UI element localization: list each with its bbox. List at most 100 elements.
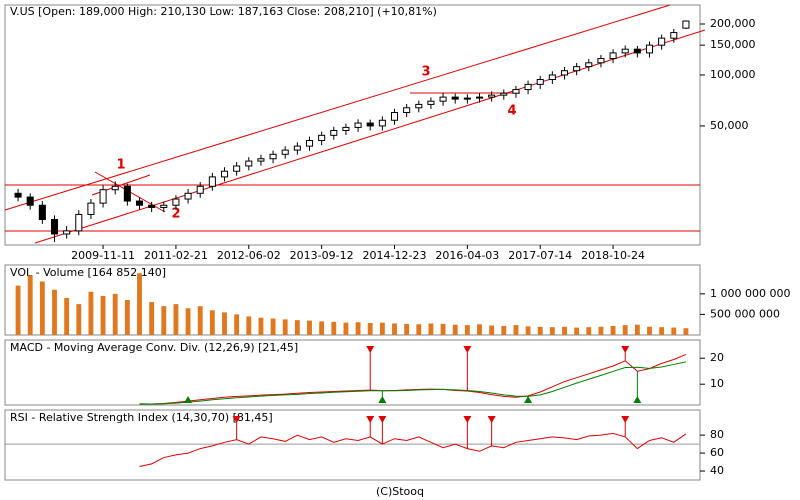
sell-signal [463,416,472,423]
volume-bar [209,310,215,335]
volume-bar [549,327,555,335]
candle-body [366,122,374,127]
candle-body [390,112,399,121]
y-tick-label: 500 000 000 [710,307,780,320]
candle-body [633,48,641,54]
volume-bar [39,281,45,335]
volume-panel [4,264,701,336]
candle-body [281,149,289,155]
volume-bar [464,325,470,335]
rsi-panel [4,409,701,481]
volume-bar [307,320,312,335]
volume-bar [537,326,543,335]
volume-bar [598,326,604,335]
candle-body [439,96,447,102]
candle-body [488,94,496,98]
annotation: 2 [171,207,180,222]
candle-body [50,219,59,235]
sell-signal [366,346,375,353]
sell-signal [378,416,387,423]
panel-title: V.US [Open: 189,000 High: 210,130 Low: 1… [10,5,437,18]
volume-bar [622,325,628,335]
volume-bar [367,323,373,335]
candle-body [87,202,95,215]
x-tick-label: 2012-06-02 [217,249,281,262]
channel-lower [34,29,706,244]
volume-bar [319,321,325,335]
panel-title: RSI - Relative Strength Index (14,30,70)… [10,411,273,424]
sell-signal [621,346,630,353]
candle-body [500,92,508,96]
candle-body [463,97,471,100]
volume-bar [428,323,434,335]
candle-body [585,62,593,68]
y-tick-label: 10 [710,377,724,390]
candle-body [524,83,532,91]
candle-body [14,192,22,198]
buy-signal [184,396,193,403]
volume-bar [294,320,300,335]
y-tick-label: 20 [710,351,724,364]
y-tick-label: 1 000 000 000 [710,287,790,300]
candle-body [670,32,678,39]
x-tick-label: 2014-12-23 [363,249,427,262]
volume-bar [258,317,264,335]
candle-body [111,185,119,191]
candle-body [682,20,690,29]
buy-signal [524,396,533,403]
annotation: 1 [116,158,125,173]
volume-bar [671,327,677,335]
volume-bar [647,326,652,335]
y-tick-label: 50,000 [710,119,749,132]
candle-body [512,89,520,94]
volume-bar [501,325,507,335]
volume-bar [683,328,689,335]
candle-body [233,165,241,172]
volume-bar [149,302,155,335]
y-tick-label: 200,000 [710,17,756,30]
candle-body [560,70,569,76]
sell-signal [366,416,375,423]
candle-body [196,185,204,194]
candle-body [305,140,314,147]
volume-bar [100,295,106,335]
candle-body [573,66,581,72]
volume-bar [173,304,179,335]
candle-body [658,37,666,46]
volume-bar [574,327,580,335]
candle-body [645,44,654,54]
candle-body [245,160,253,167]
candle-body [123,185,131,202]
volume-bar [246,316,252,335]
x-tick-label: 2018-10-24 [581,249,645,262]
y-tick-label: 40 [710,464,724,477]
candle-body [548,74,556,81]
volume-bar [282,319,288,335]
x-tick-label: 2011-02-21 [144,249,208,262]
volume-bar [197,306,203,335]
y-tick-label: 60 [710,446,724,459]
volume-bar [477,324,482,335]
candle-body [99,189,107,204]
volume-bar [234,314,240,335]
y-tick-label: 150,000 [710,38,756,51]
candle-body [415,103,423,109]
candle-body [38,204,46,221]
volume-bar [76,304,82,335]
candle-body [160,204,168,208]
volume-bar [379,322,385,335]
candle-body [63,230,71,235]
volume-bar [185,308,191,335]
candle-body [451,96,459,100]
indicator-line [139,353,687,405]
candle-body [135,200,144,206]
volume-bar [659,327,665,335]
volume-bar [562,326,567,335]
sell-signal [463,346,472,353]
candle-body [208,176,216,187]
candle-body [184,192,192,200]
y-tick-label: 100,000 [710,68,756,81]
candle-body [609,52,617,60]
panel-title: VOL - Volume [164 852 140] [10,266,166,279]
